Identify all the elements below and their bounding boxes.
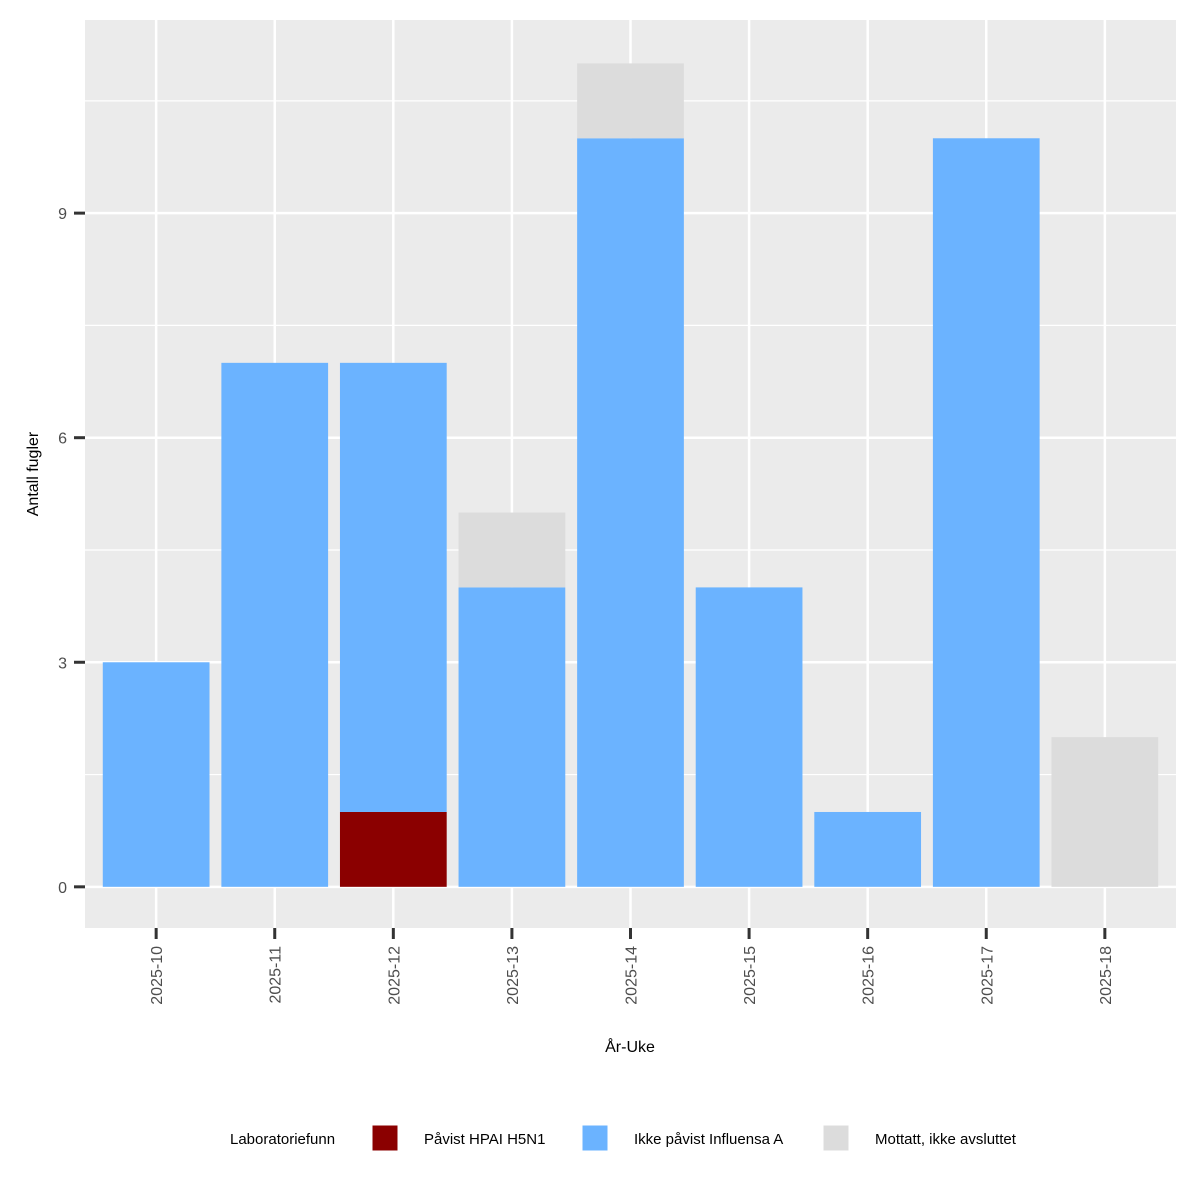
x-tick-label: 2025-12 (386, 946, 403, 1005)
bar-segment (458, 512, 566, 588)
bar-segment (221, 362, 329, 887)
legend-label: Mottatt, ikke avsluttet (875, 1131, 1017, 1148)
x-tick-label: 2025-14 (624, 946, 641, 1005)
bar-segment (339, 362, 447, 812)
bar-segment (458, 587, 566, 887)
bar-segment (814, 811, 922, 887)
bar-segment (932, 138, 1040, 887)
x-tick-label: 2025-15 (742, 946, 759, 1005)
y-tick-label: 9 (58, 206, 67, 223)
legend-swatch (371, 1124, 399, 1152)
legend-title: Laboratoriefunn (230, 1131, 335, 1148)
y-tick-label: 3 (58, 655, 67, 672)
bar-segment (695, 587, 803, 887)
bar-segment (577, 63, 684, 139)
y-tick-label: 6 (58, 431, 67, 448)
bar-segment (577, 138, 684, 887)
bar-segment (102, 662, 210, 887)
y-axis-title: Antall fugler (25, 431, 42, 516)
x-tick-label: 2025-10 (149, 946, 166, 1005)
x-tick-label: 2025-17 (979, 946, 996, 1005)
y-tick-label: 0 (58, 880, 67, 897)
x-tick-label: 2025-13 (505, 946, 522, 1005)
bar-segment (339, 811, 447, 887)
legend-swatch (822, 1124, 850, 1152)
x-axis-title: År-Uke (605, 1037, 655, 1056)
bar-segment (1051, 737, 1159, 887)
legend-swatch (581, 1124, 609, 1152)
legend-label: Ikke påvist Influensa A (634, 1131, 783, 1148)
x-tick-label: 2025-18 (1098, 946, 1115, 1005)
legend-label: Påvist HPAI H5N1 (424, 1131, 545, 1148)
x-tick-label: 2025-11 (268, 946, 285, 1004)
x-tick-label: 2025-16 (861, 946, 878, 1005)
